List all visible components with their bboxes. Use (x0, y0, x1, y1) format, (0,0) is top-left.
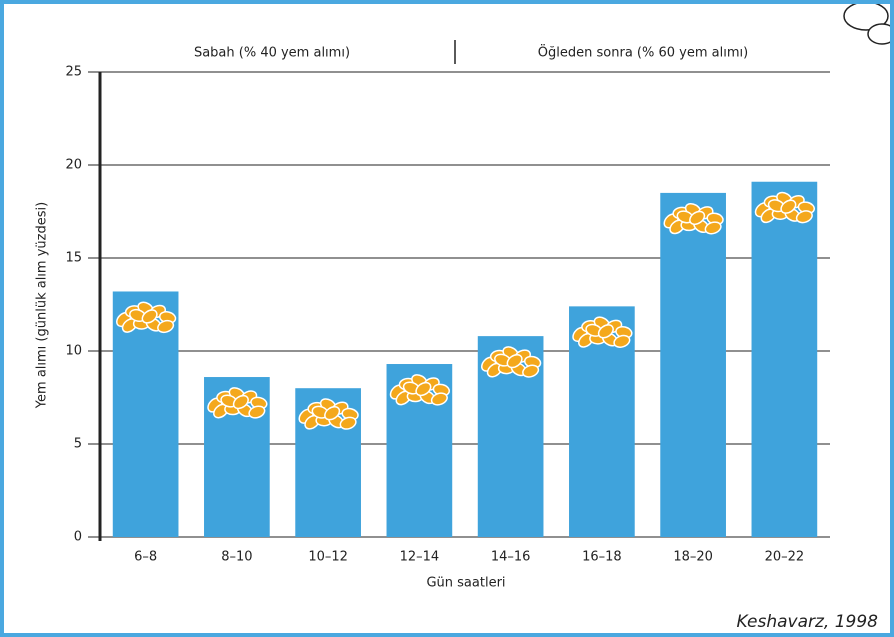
grain (232, 394, 249, 410)
bar (751, 181, 818, 538)
grain (704, 221, 722, 235)
y-tick-label: 25 (65, 65, 82, 80)
grain (795, 210, 813, 224)
grain (597, 324, 614, 339)
grain-icon (207, 387, 268, 419)
grain (415, 381, 432, 397)
grain (248, 405, 266, 419)
y-tick-label: 0 (74, 530, 82, 545)
grain-icon (481, 346, 542, 378)
x-tick-label: 14–16 (491, 550, 531, 565)
grain-icon (389, 374, 451, 406)
y-tick-label: 5 (74, 437, 82, 452)
grain (613, 334, 631, 348)
x-tick-label: 16–18 (582, 550, 622, 565)
x-axis-label: Gün saatleri (426, 576, 505, 591)
grain-icon (298, 398, 359, 430)
grain (141, 309, 158, 324)
x-tick-label: 6–8 (134, 550, 157, 565)
x-tick-label: 18–20 (673, 550, 713, 565)
grain-icon (754, 191, 816, 224)
y-axis-label: Yem alımı (günlük alım yüzdesi) (35, 202, 50, 409)
grain-icon (116, 301, 177, 334)
annotation: Öğleden sonra (% 60 yem alımı) (538, 44, 748, 61)
chart: Sabah (% 40 yem alımı) Öğleden sonra (% … (35, 4, 890, 632)
grain (689, 210, 706, 226)
y-tick-label: 10 (65, 344, 82, 359)
y-tick-label: 15 (65, 251, 82, 266)
annotation: Sabah (% 40 yem alımı) (194, 46, 350, 61)
bar (660, 192, 726, 537)
source: Keshavarz, 1998 (736, 612, 878, 632)
grain (324, 406, 341, 421)
x-tick-label: 8–10 (221, 550, 252, 565)
y-tick-label: 20 (65, 158, 82, 173)
corner-decoration (843, 4, 890, 45)
x-tick-label: 10–12 (308, 550, 348, 565)
grain (430, 392, 448, 406)
grain-icon (663, 202, 724, 235)
grain (506, 353, 523, 369)
grain (339, 416, 357, 430)
grain (157, 319, 175, 334)
x-tick-label: 20–22 (765, 550, 805, 565)
grain (522, 364, 540, 378)
x-tick-label: 12–14 (400, 550, 440, 565)
grain-icon (572, 316, 633, 348)
grain (780, 199, 797, 214)
